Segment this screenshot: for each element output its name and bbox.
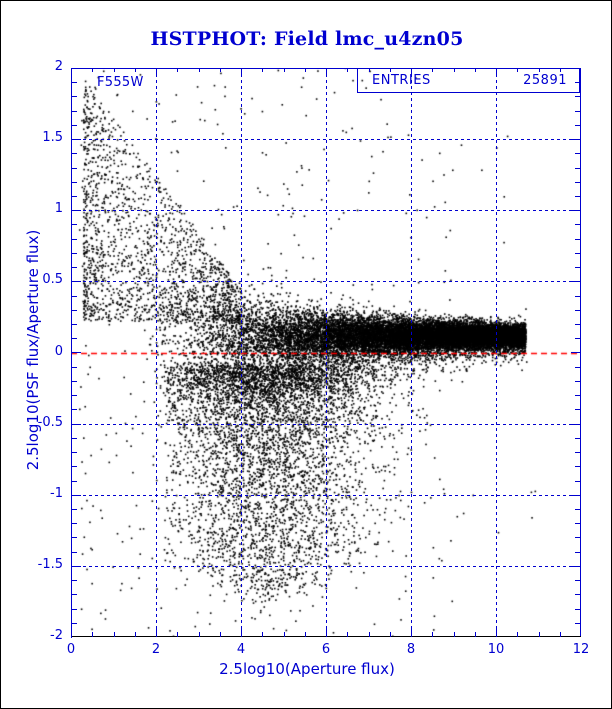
scatter-plot-canvas: [71, 68, 581, 637]
stats-entries-label: ENTRIES: [372, 73, 431, 88]
y-tick-label: -1: [50, 485, 63, 501]
x-tick-label: 8: [406, 642, 416, 657]
filter-label: F555W: [97, 75, 144, 90]
x-tick-label: 0: [66, 642, 76, 657]
y-tick-label: -0.5: [37, 414, 63, 430]
y-tick-label: 0: [54, 343, 63, 359]
x-tick-label: 12: [572, 642, 590, 657]
y-tick-label: -2: [50, 628, 63, 643]
x-tick-label: 4: [236, 642, 246, 657]
x-axis-title: 2.5log10(Aperture flux): [219, 660, 395, 678]
y-tick-label: -1.5: [37, 556, 63, 572]
plot-frame-bottom: [71, 636, 581, 637]
plot-area: F555W ENTRIES 25891: [71, 68, 581, 638]
stats-box: ENTRIES 25891: [357, 68, 580, 93]
y-axis-title: 2.5log10(PSF flux/Aperture flux): [24, 229, 42, 471]
plot-frame-left: [71, 68, 72, 638]
x-tick-label: 10: [487, 642, 505, 657]
stats-entries-value: 25891: [523, 73, 567, 88]
y-tick-label: 1.5: [42, 130, 63, 146]
page-title: HSTPHOT: Field lmc_u4zn05: [150, 28, 464, 50]
y-tick-label: 1: [54, 201, 63, 217]
plot-frame-right: [580, 68, 581, 637]
y-tick-label: 2: [54, 59, 63, 74]
x-tick-label: 6: [321, 642, 331, 657]
y-tick-label: 0.5: [42, 272, 63, 288]
x-tick-label: 2: [151, 642, 161, 657]
